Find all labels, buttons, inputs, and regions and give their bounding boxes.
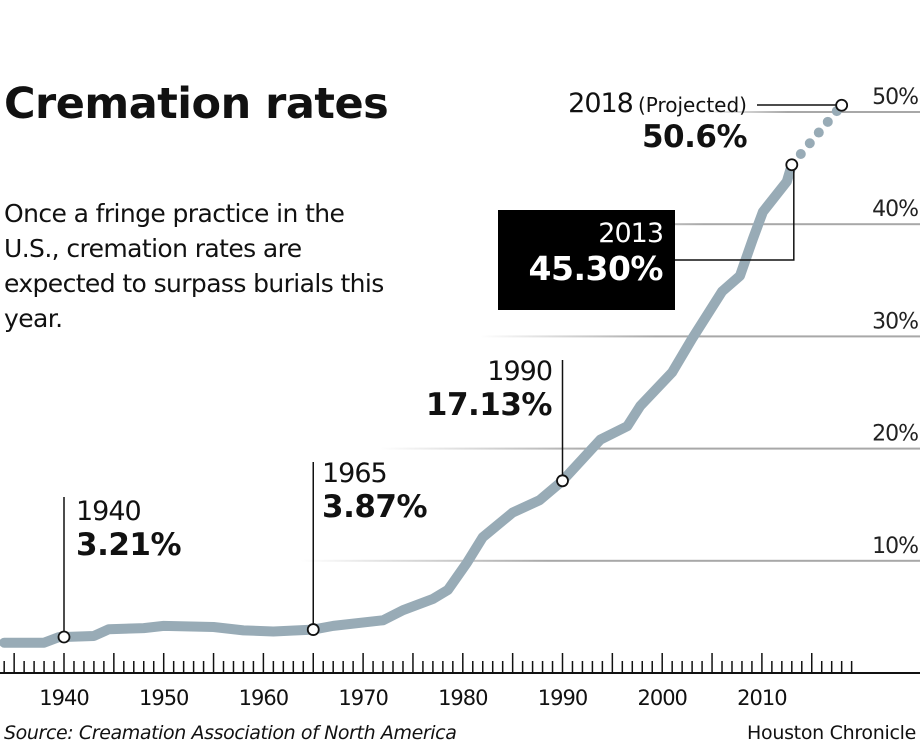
annotation-value: 3.87% [322, 489, 428, 525]
chart-subtitle: Once a fringe practice in the U.S., crem… [4, 199, 384, 333]
x-tick-label: 1970 [338, 686, 387, 710]
data-line [0, 159, 797, 648]
gridline [560, 223, 920, 226]
chart-title: Cremation rates [4, 79, 389, 129]
annotation-year: 2013 [598, 218, 664, 249]
y-tick-label: 10% [872, 534, 918, 559]
gridline [380, 447, 920, 450]
annotation-value: 45.30% [528, 249, 664, 288]
y-tick-label: 40% [872, 197, 918, 222]
annotation-1990: 1990 17.13% [425, 356, 553, 423]
gridline [480, 335, 920, 338]
annotation-value: 17.13% [425, 387, 553, 423]
y-tick-label: 30% [872, 309, 918, 334]
publisher-credit: Houston Chronicle [747, 722, 916, 744]
gridline [700, 111, 920, 113]
x-tick-label: 1980 [438, 686, 487, 710]
y-tick-label: 20% [872, 422, 918, 447]
annotation-2018: 2018 (Projected) 50.6% [568, 88, 747, 155]
gridline [300, 559, 920, 562]
annotation-value: 3.21% [76, 527, 182, 563]
x-tick-label: 2000 [637, 686, 686, 710]
annotation-1940: 1940 3.21% [76, 496, 182, 563]
annotation-leader [675, 164, 795, 261]
x-tick-label: 1940 [39, 686, 88, 710]
x-tick-label: 1950 [139, 686, 188, 710]
annotation-note: (Projected) [637, 93, 747, 117]
annotation-1965: 1965 3.87% [322, 458, 428, 525]
annotation-year: 1940 [76, 496, 142, 527]
annotation-year: 1965 [322, 458, 388, 489]
source-note: Source: Creamation Association of North … [4, 722, 457, 744]
x-tick-label: 1990 [538, 686, 587, 710]
data-point-marker [556, 474, 569, 488]
projected-line [786, 100, 847, 170]
annotation-2013: 2013 45.30% [498, 210, 675, 310]
annotation-year: 1990 [487, 356, 553, 387]
data-point-marker [57, 630, 71, 644]
annotation-value: 50.6% [641, 119, 748, 155]
x-tick-label: 2010 [737, 686, 786, 710]
data-point-marker [306, 623, 320, 636]
y-tick-label: 50% [872, 85, 918, 110]
x-tick-label: 1960 [239, 686, 288, 710]
annotation-year: 2018 [568, 88, 634, 119]
data-point-marker [785, 158, 799, 172]
data-point-marker [835, 98, 849, 112]
